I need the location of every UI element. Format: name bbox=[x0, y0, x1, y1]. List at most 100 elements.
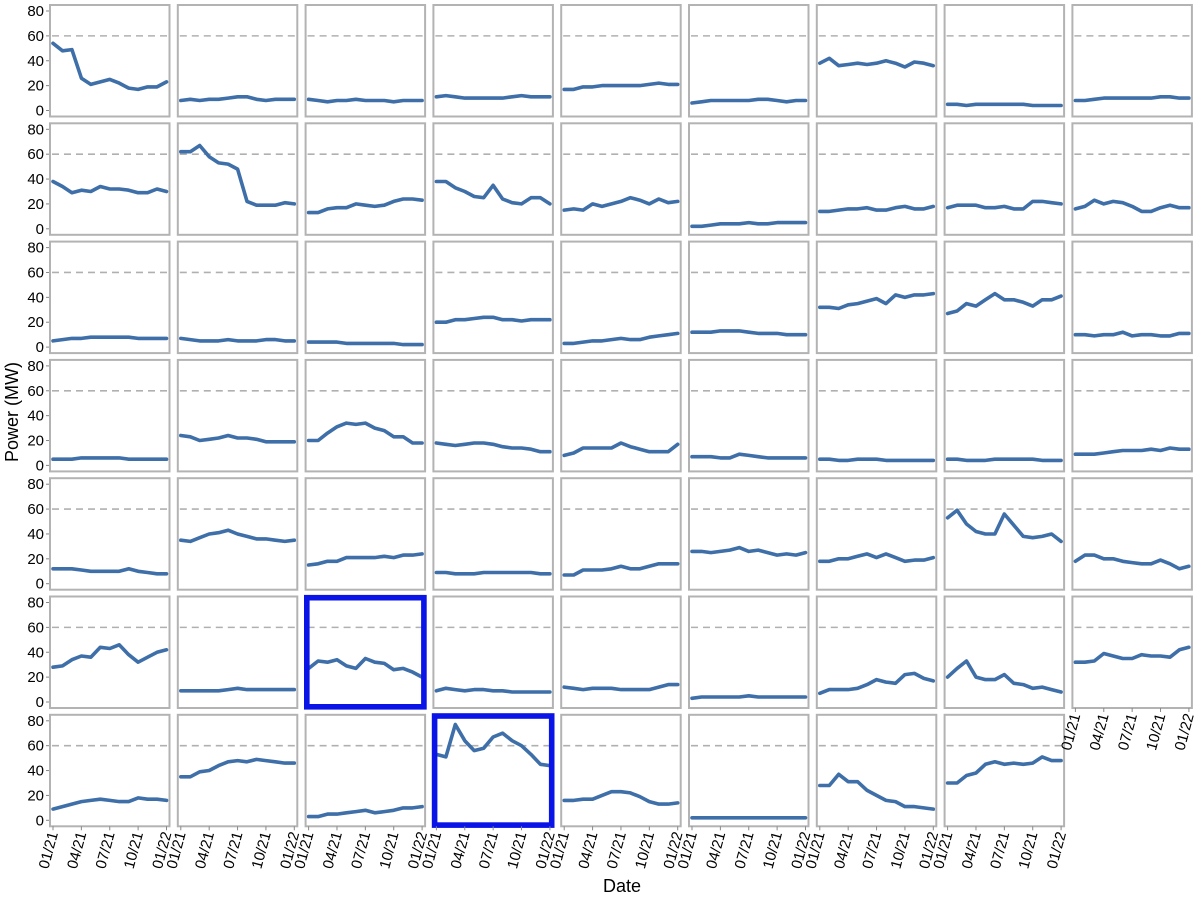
series-line bbox=[306, 421, 424, 445]
panel-border bbox=[688, 477, 810, 591]
facet-panel bbox=[815, 122, 938, 236]
y-tick-label: 60 bbox=[27, 501, 44, 518]
facet-panel bbox=[688, 4, 810, 118]
y-tick-label: 60 bbox=[27, 264, 44, 281]
series-line bbox=[51, 796, 169, 811]
facet-panel bbox=[688, 713, 810, 828]
panel-border bbox=[49, 358, 171, 473]
facet-panel bbox=[688, 595, 810, 709]
x-tick-label: 04/21 bbox=[831, 830, 857, 871]
series-line bbox=[945, 457, 1063, 463]
x-tick-label: 01/22 bbox=[1044, 830, 1070, 871]
y-tick-label: 40 bbox=[27, 763, 44, 780]
series-line bbox=[562, 331, 680, 346]
x-tick-label: 04/21 bbox=[1087, 712, 1113, 753]
y-tick-label: 20 bbox=[27, 787, 44, 804]
y-tick-label: 0 bbox=[36, 694, 44, 711]
panel-border bbox=[49, 595, 171, 709]
facet-panel bbox=[432, 122, 554, 236]
facet-panel bbox=[49, 358, 171, 473]
series-line bbox=[51, 566, 169, 576]
x-tick-label: 07/21 bbox=[859, 830, 885, 871]
facet-panel bbox=[1071, 358, 1193, 473]
facet-panel bbox=[943, 358, 1066, 473]
panel-border bbox=[1071, 4, 1193, 118]
series-line bbox=[1073, 645, 1191, 665]
x-tick-label: 10/21 bbox=[760, 830, 786, 871]
facet-panel bbox=[304, 477, 427, 591]
facet-panel bbox=[1071, 4, 1193, 118]
facet-panel bbox=[688, 122, 810, 236]
series-line bbox=[817, 204, 936, 214]
facet-panel bbox=[815, 713, 938, 828]
panel-border bbox=[815, 122, 938, 236]
y-tick-label: 0 bbox=[36, 103, 44, 120]
series-line bbox=[690, 329, 808, 337]
facet-panel bbox=[304, 240, 427, 355]
series-line bbox=[817, 291, 936, 311]
panel-border bbox=[815, 358, 938, 473]
panel-border bbox=[49, 122, 171, 236]
facet-panel bbox=[943, 713, 1066, 828]
y-tick-label: 40 bbox=[27, 644, 44, 661]
y-tick-label: 0 bbox=[36, 339, 44, 356]
series-line bbox=[1073, 95, 1191, 103]
series-line bbox=[562, 561, 680, 577]
facet-panel bbox=[176, 122, 299, 236]
y-tick-label: 20 bbox=[27, 196, 44, 213]
facet-panel bbox=[176, 240, 299, 355]
panel-border bbox=[815, 240, 938, 355]
series-line bbox=[562, 682, 680, 692]
series-line bbox=[434, 315, 552, 325]
y-tick-label: 80 bbox=[27, 595, 44, 612]
x-tick-label: 04/21 bbox=[192, 830, 218, 871]
series-line bbox=[817, 671, 936, 696]
series-line bbox=[306, 656, 424, 679]
series-line bbox=[817, 56, 936, 69]
facet-panel bbox=[176, 477, 299, 591]
facet-panel bbox=[304, 713, 427, 828]
x-tick-label: 10/21 bbox=[504, 830, 530, 871]
facet-panel bbox=[49, 4, 171, 118]
facet-panel bbox=[1071, 240, 1193, 355]
y-tick-label: 40 bbox=[27, 289, 44, 306]
facet-panel bbox=[176, 358, 299, 473]
x-tick-label: 07/21 bbox=[220, 830, 246, 871]
y-tick-label: 60 bbox=[27, 738, 44, 755]
facet-panel bbox=[49, 240, 171, 355]
facet-panel bbox=[49, 595, 171, 709]
y-tick-label: 20 bbox=[27, 78, 44, 95]
series-line bbox=[306, 97, 424, 104]
series-line bbox=[434, 722, 552, 768]
x-tick-label: 04/21 bbox=[64, 830, 90, 871]
series-line bbox=[179, 433, 297, 444]
y-tick-label: 40 bbox=[27, 171, 44, 188]
panel-border bbox=[560, 122, 682, 236]
panel-border bbox=[304, 477, 427, 591]
series-line bbox=[690, 693, 808, 701]
series-line bbox=[434, 179, 552, 206]
facet-panel bbox=[943, 477, 1066, 591]
panel-border bbox=[815, 477, 938, 591]
x-tick-label: 01/22 bbox=[1172, 712, 1198, 753]
panel-border bbox=[688, 595, 810, 709]
facet-panel bbox=[688, 477, 810, 591]
series-line bbox=[434, 441, 552, 454]
facet-panel bbox=[304, 594, 427, 710]
series-line bbox=[690, 545, 808, 557]
highlighted-panel-border bbox=[304, 595, 427, 709]
panel-border bbox=[432, 122, 554, 236]
y-tick-label: 0 bbox=[36, 576, 44, 593]
series-line bbox=[945, 291, 1063, 316]
series-line bbox=[51, 179, 169, 195]
panel-border bbox=[304, 240, 427, 355]
x-tick-label: 10/21 bbox=[1143, 712, 1169, 753]
series-line bbox=[306, 552, 424, 567]
series-line bbox=[817, 552, 936, 564]
y-tick-label: 40 bbox=[27, 526, 44, 543]
y-tick-label: 20 bbox=[27, 314, 44, 331]
panel-border bbox=[943, 358, 1066, 473]
series-line bbox=[51, 41, 169, 92]
x-tick-label: 04/21 bbox=[448, 830, 474, 871]
